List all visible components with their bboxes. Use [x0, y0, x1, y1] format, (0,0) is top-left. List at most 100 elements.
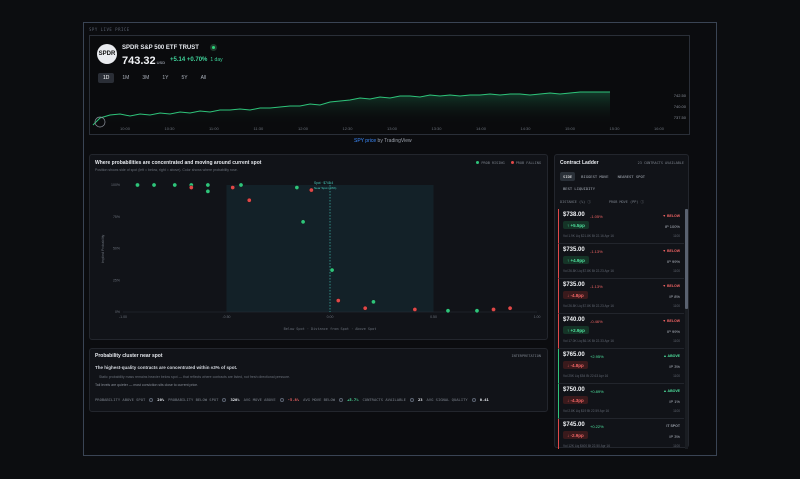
x-axis-title: Below Spot · Distance from Spot · Above …: [284, 327, 377, 331]
range-1y-button[interactable]: 1Y: [162, 75, 169, 81]
contract-ladder: Contract Ladder 23 CONTRACTS AVAILABLE S…: [554, 154, 689, 449]
price-chart[interactable]: [90, 36, 691, 136]
contract-meta-time: 1100: [673, 444, 680, 448]
contract-card[interactable]: $740.00 -0.46% ▼ BELOW ↑ +2.9pp IP 99% Vol 17…: [558, 314, 684, 349]
contract-card[interactable]: $735.00 -1.13% ▼ BELOW ↓ -4.8pp IP 8% Vol 26.…: [558, 279, 684, 314]
prob-move-pill: ↑ +5.5pp: [563, 221, 589, 229]
point-prob-falling: [309, 187, 314, 193]
legend-rising-dot: [476, 161, 480, 164]
contract-side-badge: IT SPOT: [666, 424, 680, 428]
x-axis-label: 16:00: [654, 126, 665, 131]
tab-best-liquidity[interactable]: BEST LIQUIDITY: [563, 186, 596, 191]
tab-biggest-move[interactable]: BIGGEST MOVE: [581, 174, 609, 179]
stat-value: 23: [417, 397, 423, 402]
info-icon[interactable]: [471, 397, 476, 402]
cluster-title: Probability cluster near spot: [95, 353, 163, 359]
contract-distance: -1.13%: [590, 249, 603, 254]
stat-value: -5.8%: [287, 397, 300, 402]
point-prob-rising: [294, 185, 300, 190]
info-icon[interactable]: [409, 397, 414, 402]
x-axis-label: 13:00: [387, 126, 398, 131]
current-price: 743.32USD: [122, 55, 166, 67]
point-prob-falling: [507, 305, 513, 311]
contract-card[interactable]: $765.00 +2.95% ▲ ABOVE ↓ -4.8pp IP 3% Vol 25K…: [558, 349, 684, 384]
contract-strike: $735.00: [563, 247, 585, 253]
ticker-logo: SPDR: [97, 44, 117, 64]
y-tick-label: 100%: [111, 183, 120, 187]
contract-strike: $750.00: [563, 387, 585, 393]
range-1m-button[interactable]: 1M: [122, 75, 130, 81]
stat-label: PROBABILITY ABOVE SPOT: [95, 397, 146, 402]
contract-distance: -0.46%: [590, 319, 603, 324]
stat-item: AVG SIGNAL QUALITY 0.41: [427, 397, 489, 402]
price-line: [92, 91, 610, 126]
filter-prob-move[interactable]: PROB MOVE (PP) ⓘ: [608, 200, 645, 204]
contract-side-badge: ▼ BELOW: [662, 249, 680, 253]
info-icon[interactable]: [222, 397, 227, 402]
y-tick-label: 25%: [113, 278, 120, 282]
contract-strike: $735.00: [563, 282, 585, 288]
contract-meta: Vol 1.9K Liq $21.8K Bt 22.16 Apr 16: [563, 234, 614, 238]
prob-move-pill: ↑ +2.9pp: [563, 326, 589, 334]
stat-value: 20%: [157, 397, 165, 402]
point-prob-rising: [300, 219, 306, 225]
point-prob-falling: [335, 298, 341, 303]
credit-link[interactable]: SPY price: [354, 138, 377, 144]
point-prob-falling: [246, 197, 252, 203]
contract-side-badge: ▲ ABOVE: [663, 389, 680, 393]
stat-label: PROBABILITY BELOW SPOT: [168, 397, 219, 402]
stat-row: PROBABILITY ABOVE SPOT 20% PROBABILITY BEL…: [95, 397, 489, 402]
y-tick-label: 75%: [113, 215, 120, 219]
x-axis-label: 14:00: [476, 126, 487, 131]
contract-side-badge: ▲ ABOVE: [663, 354, 680, 358]
contract-meta: Vol 26.8K Liq $7.8K Bt 22.23 Apr 16: [563, 304, 614, 308]
prob-move-pill: ↓ -2.9pp: [563, 431, 588, 439]
range-1d-button[interactable]: 1D: [98, 73, 115, 83]
x-axis-label: 11:30: [253, 126, 264, 131]
prob-move-pill: ↓ -4.8pp: [563, 361, 588, 369]
info-icon[interactable]: [149, 397, 154, 402]
contract-card[interactable]: $745.00 +0.22% IT SPOT ↓ -2.9pp IP 3% Vol 12K…: [558, 419, 684, 449]
price-area: [93, 92, 610, 125]
tv-credit: SPY price by TradingView: [354, 138, 412, 144]
tab-nearest-spot[interactable]: NEAREST SPOT: [617, 174, 646, 179]
contract-distance: +2.95%: [590, 354, 604, 359]
filter-distance[interactable]: DISTANCE (%) ⓘ: [560, 200, 591, 204]
prob-panel-title: Where probabilities are concentrated and…: [95, 160, 262, 166]
stat-value: 320%: [230, 397, 240, 402]
currency: USD: [156, 60, 166, 65]
implied-probability: IP 1%: [669, 399, 680, 404]
range-all-button[interactable]: All: [200, 75, 207, 81]
info-icon[interactable]: [279, 397, 284, 402]
point-prob-falling: [230, 185, 236, 190]
ticker-name: SPDR S&P 500 ETF TRUST: [122, 45, 199, 51]
implied-probability: IP 100%: [664, 224, 680, 229]
ladder-title: Contract Ladder: [560, 160, 599, 166]
range-3m-button[interactable]: 3M: [142, 75, 150, 81]
x-axis-label: 12:30: [342, 126, 353, 131]
contract-card[interactable]: $735.00 -1.13% ▼ BELOW ↑ +4.9pp IP 99% Vol 26…: [558, 244, 684, 279]
contract-meta: Vol 17.0K Liq $6.1K Bt 22.33 Apr 16: [563, 339, 614, 343]
contract-card[interactable]: $750.00 +0.89% ▲ ABOVE ↓ -4.3pp IP 1% Vol 2.8…: [558, 384, 684, 419]
range-5y-button[interactable]: 5Y: [181, 75, 188, 81]
point-prob-falling: [412, 307, 418, 312]
contract-strike: $740.00: [563, 317, 585, 323]
contract-meta: Vol 12K Liq $400 Bt 22.50 Apr 16: [563, 444, 610, 448]
chart-legend: PROB RISING PROB FALLING: [472, 161, 541, 165]
point-prob-rising: [474, 308, 480, 314]
x-tick-label: -0.50: [223, 315, 231, 319]
contract-side-badge: ▼ BELOW: [662, 284, 680, 288]
info-icon[interactable]: [339, 397, 344, 402]
y-tick-label: 0%: [115, 310, 120, 314]
cluster-headline: The highest-quality contracts are concen…: [95, 365, 238, 370]
ladder-scrollbar[interactable]: [685, 209, 688, 449]
contract-meta: Vol 26.8K Liq $7.8K Bt 22.23 Apr 16: [563, 269, 614, 273]
section-tag: SPY LIVE PRICE: [89, 27, 130, 32]
contract-meta-time: 1100: [673, 374, 680, 378]
contract-card[interactable]: $738.00 -1.05% ▼ BELOW ↑ +5.5pp IP 100% Vol 1…: [558, 209, 684, 244]
stat-label: AVG SIGNAL QUALITY: [426, 397, 468, 402]
scrollbar-thumb[interactable]: [685, 209, 688, 309]
point-prob-rising: [172, 182, 178, 188]
tab-side[interactable]: SIDE: [560, 172, 576, 181]
contract-meta: Vol 25K Liq $54 Bt 22.63 Apr 16: [563, 374, 609, 378]
